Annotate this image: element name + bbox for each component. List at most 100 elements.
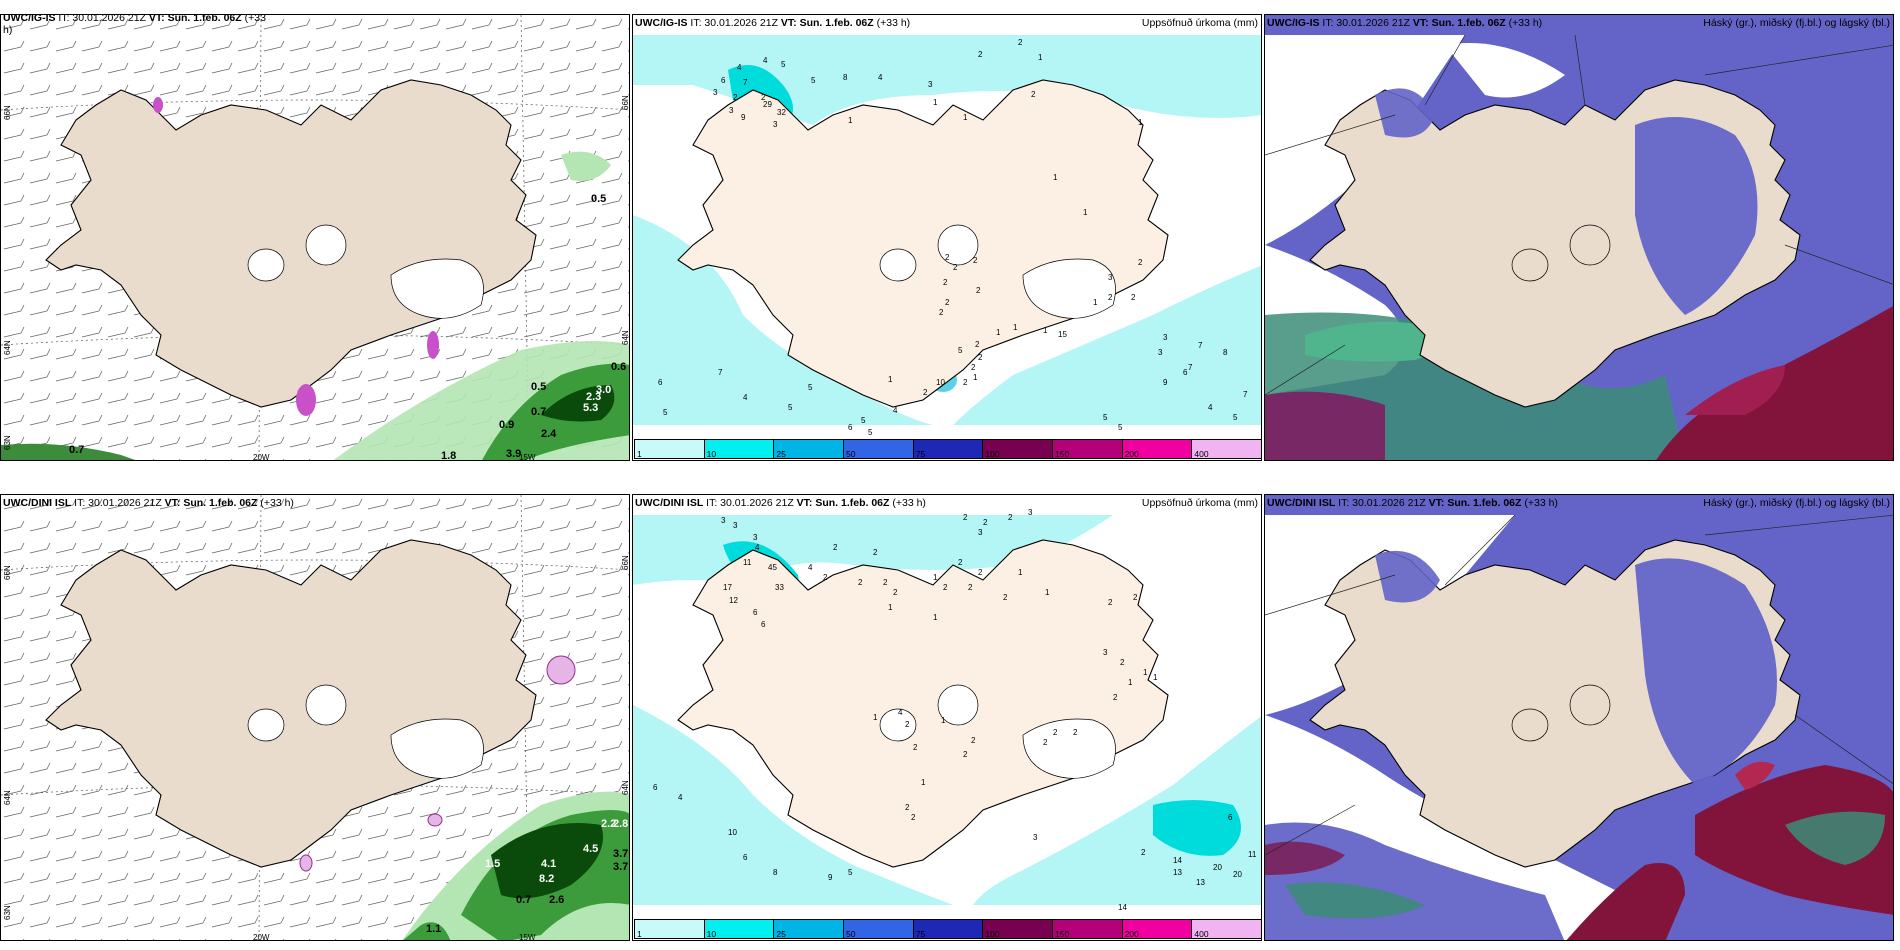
svg-text:1: 1 [1128,678,1133,687]
svg-text:1: 1 [933,98,938,107]
svg-text:9: 9 [828,873,833,882]
svg-text:5: 5 [848,868,853,877]
svg-text:2: 2 [923,388,928,397]
colorbar-segment: 10 [704,440,775,459]
svg-text:3: 3 [1103,648,1108,657]
svg-text:3: 3 [1163,333,1168,342]
colorbar-segment: 150 [1053,440,1123,459]
svg-text:2: 2 [968,583,973,592]
svg-text:14: 14 [1173,856,1182,865]
svg-text:2: 2 [963,513,968,522]
panel-title: UWC/DINI ISL IT: 30.01.2026 21Z VT: Sun.… [635,497,926,509]
panel-field-title: Háský (gr.), miðský (fj.bl.) og lágský (… [1703,17,1890,29]
svg-text:2: 2 [761,93,766,102]
lat-label: 64N [621,780,630,795]
lon-label: 15W [519,933,536,941]
svg-text:1: 1 [848,116,853,125]
svg-text:2: 2 [1008,513,1013,522]
wind-label: 5.3 [583,402,598,414]
svg-text:12: 12 [729,596,738,605]
svg-text:2: 2 [945,253,950,262]
svg-text:1: 1 [1013,323,1018,332]
panel-title: UWC/DINI ISL IT: 30.01.2026 21Z VT: Sun.… [1267,497,1558,509]
svg-text:32: 32 [777,108,786,117]
svg-text:4: 4 [678,793,683,802]
svg-text:2: 2 [978,568,983,577]
wind-label: 3.9 [506,448,521,460]
precip-map-svg: 3 3 4 2 2 2 3 3 2 2 3 11 17 12 45 33 4 2… [633,495,1261,940]
map-panel-wind-top: UWC/IG-IS IT: 30.01.2026 21Z VT: Sun. 1.… [0,14,630,461]
svg-text:2: 2 [978,353,983,362]
svg-text:1: 1 [1153,673,1158,682]
wind-map-svg: 0.5 0.6 0.5 3.0 2.3 5.3 0.7 0.9 2.4 1.8 … [1,15,629,461]
svg-text:1: 1 [888,375,893,384]
svg-text:1: 1 [996,328,1001,337]
svg-text:3: 3 [1028,508,1033,517]
wind-label: 1.8 [441,450,456,461]
svg-text:1: 1 [1093,298,1098,307]
colorbar-segment: 400 [1192,440,1261,459]
svg-text:4: 4 [755,543,760,552]
svg-text:9: 9 [741,113,746,122]
colorbar-segment: 200 [1122,440,1193,459]
map-panel-clouds-bottom: UWC/DINI ISL IT: 30.01.2026 21Z VT: Sun.… [1264,494,1894,941]
svg-text:11: 11 [1248,850,1257,859]
map-panel-clouds-top: UWC/IG-IS IT: 30.01.2026 21Z VT: Sun. 1.… [1264,14,1894,461]
wind-label: 2.6 [549,894,564,906]
svg-text:1: 1 [1043,326,1048,335]
lon-label: 20W [253,933,270,941]
svg-text:1: 1 [921,778,926,787]
svg-text:2: 2 [1108,293,1113,302]
svg-text:2: 2 [963,750,968,759]
svg-text:2: 2 [1138,258,1143,267]
svg-text:9: 9 [1163,378,1168,387]
svg-text:3: 3 [721,516,726,525]
svg-text:2: 2 [1131,293,1136,302]
wind-map-svg: 2.2 2.8 1.5 4.5 3.7 3.7 4.1 8.2 0.7 2.6 … [1,495,630,941]
svg-text:3: 3 [753,533,758,542]
precip-values: 3 3 4 2 2 2 3 3 2 2 3 11 17 12 45 33 4 2… [653,508,1257,912]
svg-text:2: 2 [973,256,978,265]
svg-text:1: 1 [888,603,893,612]
svg-text:11: 11 [743,558,752,567]
cloud-map-svg [1265,15,1893,460]
colorbar-segment: 50 [844,920,914,939]
svg-text:2: 2 [943,583,948,592]
svg-text:2: 2 [883,578,888,587]
svg-text:6: 6 [1183,368,1188,377]
colorbar-segment: 50 [844,440,914,459]
svg-text:4: 4 [893,406,898,415]
wind-label: 2.2 [601,818,616,830]
svg-text:7: 7 [1198,341,1203,350]
wind-label: 2.8 [613,818,628,830]
map-panel-precip-top: UWC/IG-IS IT: 30.01.2026 21Z VT: Sun. 1.… [632,14,1262,461]
precip-colorbar: 1 10 25 50 75 100 150 200 400 [634,919,1261,939]
svg-text:6: 6 [761,620,766,629]
svg-text:6: 6 [848,423,853,432]
svg-text:6: 6 [721,76,726,85]
wind-label: 0.7 [69,444,84,456]
svg-text:1: 1 [933,613,938,622]
panel-field-title: Uppsöfnuð úrkoma (mm) [1141,497,1258,509]
svg-text:14: 14 [1118,903,1127,912]
svg-text:1: 1 [1138,118,1143,127]
wind-label: 4.1 [541,858,556,870]
svg-text:2: 2 [1113,693,1118,702]
svg-text:4: 4 [737,63,742,72]
svg-text:2: 2 [976,286,981,295]
svg-text:20: 20 [1233,870,1242,879]
svg-text:7: 7 [718,368,723,377]
svg-text:2: 2 [1073,728,1078,737]
svg-text:8: 8 [843,73,848,82]
svg-text:2: 2 [1003,593,1008,602]
svg-text:2: 2 [943,278,948,287]
svg-text:2: 2 [963,378,968,387]
lat-label: 64N [3,340,12,355]
svg-text:6: 6 [1228,813,1233,822]
wind-label: 2.4 [541,428,557,440]
wind-label: 8.2 [539,873,554,885]
svg-text:6: 6 [753,608,758,617]
svg-text:3: 3 [773,120,778,129]
panel-field-title: Háský (gr.), miðský (fj.bl.) og lágský (… [1703,497,1890,509]
lat-label: 63N [3,905,12,920]
